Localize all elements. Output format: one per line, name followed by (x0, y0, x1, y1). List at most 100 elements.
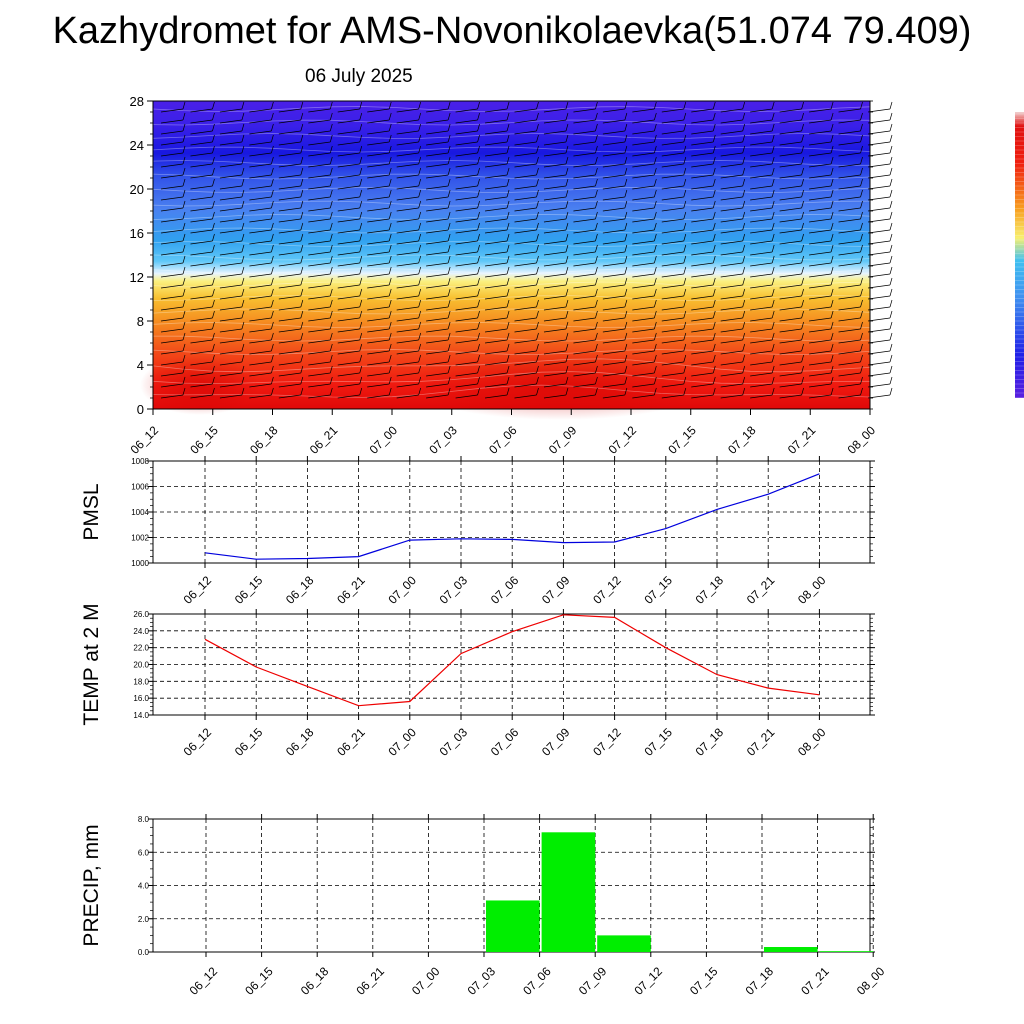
wind-barb-flag (712, 277, 716, 286)
contour-line (152, 349, 871, 355)
wind-barb-flag (182, 365, 186, 374)
wind-barb-shaft (337, 251, 360, 256)
wind-barb-shaft (249, 328, 272, 333)
wind-barb-shaft (367, 317, 390, 322)
wind-barb-flag (241, 244, 245, 253)
wind-barb-flag (771, 145, 775, 154)
wind-barb-flag (212, 145, 215, 154)
wind-barb-shaft (249, 152, 272, 157)
wind-barb-flag (860, 222, 863, 231)
wind-barb-shaft (249, 185, 272, 190)
wind-barb-flag (860, 365, 863, 374)
wind-barb-flag (536, 112, 539, 121)
wind-barb-flag (271, 233, 274, 242)
wind-barb-flag (565, 266, 569, 275)
wind-barb-shaft (396, 262, 419, 267)
wind-barb-shaft (809, 152, 832, 157)
wind-barb-shaft (543, 317, 567, 322)
wind-barb-shaft (160, 108, 184, 113)
wind-barb-shaft (426, 207, 449, 212)
wind-barb-shaft (484, 372, 508, 377)
wind-barb-flag (388, 222, 392, 231)
wind-barb-shaft (720, 185, 743, 190)
wind-barb-flag (595, 387, 598, 396)
wind-barb-shaft (779, 372, 802, 377)
wind-barb-flag (830, 178, 834, 187)
wind-barb-shaft (514, 152, 537, 157)
wind-barb-shaft (249, 361, 272, 366)
wind-barb-shaft (720, 383, 743, 388)
wind-barb-shaft (249, 306, 272, 311)
wind-barb-flag (830, 266, 834, 275)
wind-barb-flag (271, 376, 274, 385)
wind-barb-shaft (543, 240, 567, 245)
wind-barb-flag (418, 310, 422, 319)
wind-barb-flag (683, 222, 687, 231)
wind-barb-shaft (602, 152, 625, 157)
wind-barb-shaft (573, 306, 596, 311)
wind-barb-flag (300, 123, 304, 132)
wind-barb-shaft (750, 240, 773, 245)
wind-barb-shaft (455, 317, 478, 322)
wind-barb-flag (477, 134, 480, 143)
wind-barb-shaft (160, 240, 184, 245)
wind-barb-flag (182, 101, 186, 110)
wind-barb-flag (889, 310, 893, 319)
wind-barb-shaft (426, 339, 449, 344)
temp-y-tick-label: 22.0 (133, 644, 149, 653)
wind-barb-flag (595, 222, 598, 231)
wind-barb-shaft (190, 306, 213, 311)
wind-barb-shaft (691, 218, 714, 223)
precip-panel: 0.0 2.0 4.0 6.0 8.0 06_12 06_15 06_18 06_21 07_00… (80, 814, 888, 998)
wind-barb-flag (418, 277, 422, 286)
wind-barb-flag (801, 178, 804, 187)
wind-barb-flag (889, 299, 893, 308)
wind-barb-shaft (426, 262, 449, 267)
wind-barb-shaft (867, 361, 891, 366)
precip-y-axis-label: PRECIP, mm (80, 824, 103, 946)
wind-barb-shaft (278, 317, 301, 322)
heatmap-y-axis: 0 4 8 12 16 20 24 28 (130, 94, 873, 417)
wind-barb-flag (624, 277, 628, 286)
wind-barb-shaft (249, 119, 272, 124)
wind-barb-flag (653, 376, 657, 385)
wind-barb-shaft (367, 218, 390, 223)
wind-barb-shaft (867, 295, 891, 300)
wind-barb-flag (860, 387, 863, 396)
wind-barb-shaft (573, 350, 596, 355)
wind-barb-flag (271, 288, 274, 297)
wind-barb-flag (359, 288, 363, 297)
wind-barb-flag (712, 178, 716, 187)
wind-barb-flag (329, 200, 333, 209)
wind-barb-flag (271, 354, 274, 363)
wind-barb-shaft (750, 284, 773, 289)
wind-barb-flag (830, 200, 834, 209)
wind-barb-shaft (426, 130, 449, 135)
wind-barb-shaft (632, 273, 655, 278)
wind-barb-flag (506, 288, 510, 297)
wind-barb-flag (241, 156, 245, 165)
wind-barb-shaft (219, 119, 242, 124)
wind-barb-shaft (396, 218, 419, 223)
wind-barb-shaft (278, 328, 301, 333)
wind-barb-flag (801, 134, 804, 143)
wind-barb-flag (447, 387, 451, 396)
wind-barb-shaft (396, 306, 419, 311)
wind-barb-flag (212, 189, 215, 198)
wind-barb-flag (860, 321, 863, 330)
heatmap-x-tick-label: 06_18 (247, 423, 281, 457)
wind-barb-shaft (514, 328, 537, 333)
wind-barb-shaft (602, 383, 625, 388)
wind-barb-flag (329, 365, 333, 374)
wind-barb-shaft (278, 174, 301, 179)
wind-barb-shaft (426, 240, 449, 245)
precip-bar (486, 900, 540, 952)
wind-barb-shaft (396, 251, 419, 256)
wind-barb-flag (653, 255, 657, 264)
wind-barb-flag (801, 156, 804, 165)
wind-barb-flag (300, 288, 304, 297)
wind-barb-flag (212, 354, 215, 363)
wind-barb-shaft (308, 218, 331, 223)
wind-barb-flag (329, 376, 333, 385)
wind-barb-flag (300, 332, 304, 341)
